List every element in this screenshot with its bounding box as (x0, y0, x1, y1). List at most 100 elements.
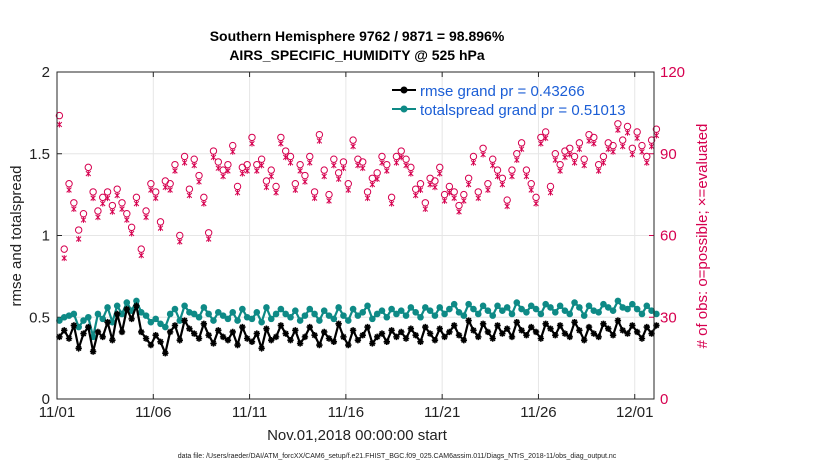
obs-evaluated-point (504, 203, 510, 210)
obs-evaluated-point (114, 192, 120, 199)
obs-possible-point (296, 160, 304, 169)
rmse-point (80, 330, 87, 337)
obs-evaluated-point (201, 200, 207, 207)
totalspread-point (585, 302, 593, 310)
totalspread-point (166, 310, 174, 318)
totalspread-point (527, 302, 535, 310)
obs-evaluated-point (384, 167, 390, 174)
obs-possible-point (590, 133, 598, 142)
obs-evaluated-point (61, 255, 67, 262)
obs-possible-point (638, 141, 646, 150)
totalspread-point (205, 310, 212, 318)
rmse-point (475, 333, 482, 341)
obs-evaluated-point (244, 167, 250, 174)
obs-possible-point (431, 177, 439, 185)
rmse-point (61, 327, 68, 334)
totalspread-point (316, 317, 323, 324)
obs-evaluated-point (220, 173, 226, 180)
totalspread-point (306, 305, 314, 313)
obs-evaluated-point (177, 238, 183, 245)
rmse-point (595, 333, 602, 341)
obs-evaluated-point (451, 195, 457, 202)
totalspread-point (349, 305, 357, 313)
obs-evaluated-point (388, 200, 395, 207)
rmse-point (243, 335, 251, 342)
obs-evaluated-point (634, 135, 640, 142)
totalspread-point (450, 300, 458, 308)
legend-spread-label: totalspread grand pr = 0.51013 (420, 102, 626, 119)
rmse-point (99, 333, 106, 341)
obs-possible-point (224, 160, 232, 169)
obs-evaluated-point (157, 225, 164, 232)
obs-possible-point (522, 166, 531, 174)
obs-evaluated-point (576, 146, 583, 153)
obs-possible-point (123, 210, 131, 218)
obs-evaluated-point (566, 151, 573, 158)
obs-evaluated-point (359, 165, 366, 172)
obs-possible-point (310, 188, 319, 196)
totalspread-point (301, 312, 309, 319)
rmse-point (65, 335, 73, 342)
obs-evaluated-point (461, 197, 467, 204)
rmse-point (528, 323, 535, 331)
obs-evaluated-point (205, 236, 212, 242)
rmse-point (648, 330, 655, 337)
rmse-point (215, 327, 222, 334)
totalspread-point (614, 297, 622, 305)
obs-evaluated-point (393, 159, 400, 166)
obs-possible-point (368, 174, 377, 182)
obs-evaluated-point (124, 216, 130, 223)
obs-evaluated-point (528, 186, 534, 193)
obs-evaluated-point (278, 140, 284, 147)
rmse-point (94, 328, 102, 336)
obs-possible-point (108, 201, 117, 210)
obs-possible-point (503, 196, 511, 204)
rmse-point (455, 332, 463, 339)
rmse-point (422, 323, 429, 331)
rmse-point (585, 323, 593, 331)
obs-evaluated-point (90, 195, 96, 202)
obs-possible-point (464, 174, 473, 182)
y-tick-label: 0 (42, 391, 50, 408)
obs-evaluated-point (210, 154, 217, 161)
obs-evaluated-point (581, 162, 587, 169)
obs-possible-point (421, 199, 430, 207)
rmse-point (484, 328, 492, 336)
rmse-point (508, 333, 516, 341)
rmse-point (205, 332, 212, 339)
obs-evaluated-point (552, 156, 559, 163)
obs-possible-point (541, 128, 550, 136)
obs-possible-point (330, 155, 338, 163)
rmse-point (373, 333, 381, 341)
obs-possible-point (272, 182, 280, 191)
obs-evaluated-point (374, 176, 380, 183)
obs-possible-point (474, 188, 482, 196)
totalspread-point (518, 305, 525, 313)
obs-possible-point (74, 226, 83, 234)
obs-evaluated-point (562, 154, 568, 161)
rmse-point (186, 325, 193, 332)
y-axis-label: rmse and totalspread (8, 166, 25, 307)
rmse-point (113, 310, 121, 318)
rmse-point (580, 336, 588, 344)
obs-evaluated-point (331, 162, 337, 169)
rmse-point (523, 332, 530, 339)
rmse-point (552, 332, 559, 339)
obs-possible-point (599, 152, 608, 161)
obs-evaluated-point (379, 159, 385, 166)
rmse-point (229, 328, 236, 336)
obs-possible-point (436, 163, 444, 172)
rmse-point (398, 328, 405, 336)
totalspread-point (109, 318, 116, 326)
rmse-point (239, 323, 246, 331)
totalspread-point (359, 309, 367, 316)
totalspread-point (595, 309, 602, 316)
rmse-point (359, 332, 366, 339)
totalspread-point (147, 318, 155, 326)
totalspread-point (70, 310, 78, 318)
obs-layer (55, 111, 661, 262)
rmse-point (383, 338, 390, 345)
obs-evaluated-point (229, 148, 236, 155)
totalspread-point (123, 299, 131, 306)
rmse-point (195, 335, 203, 342)
